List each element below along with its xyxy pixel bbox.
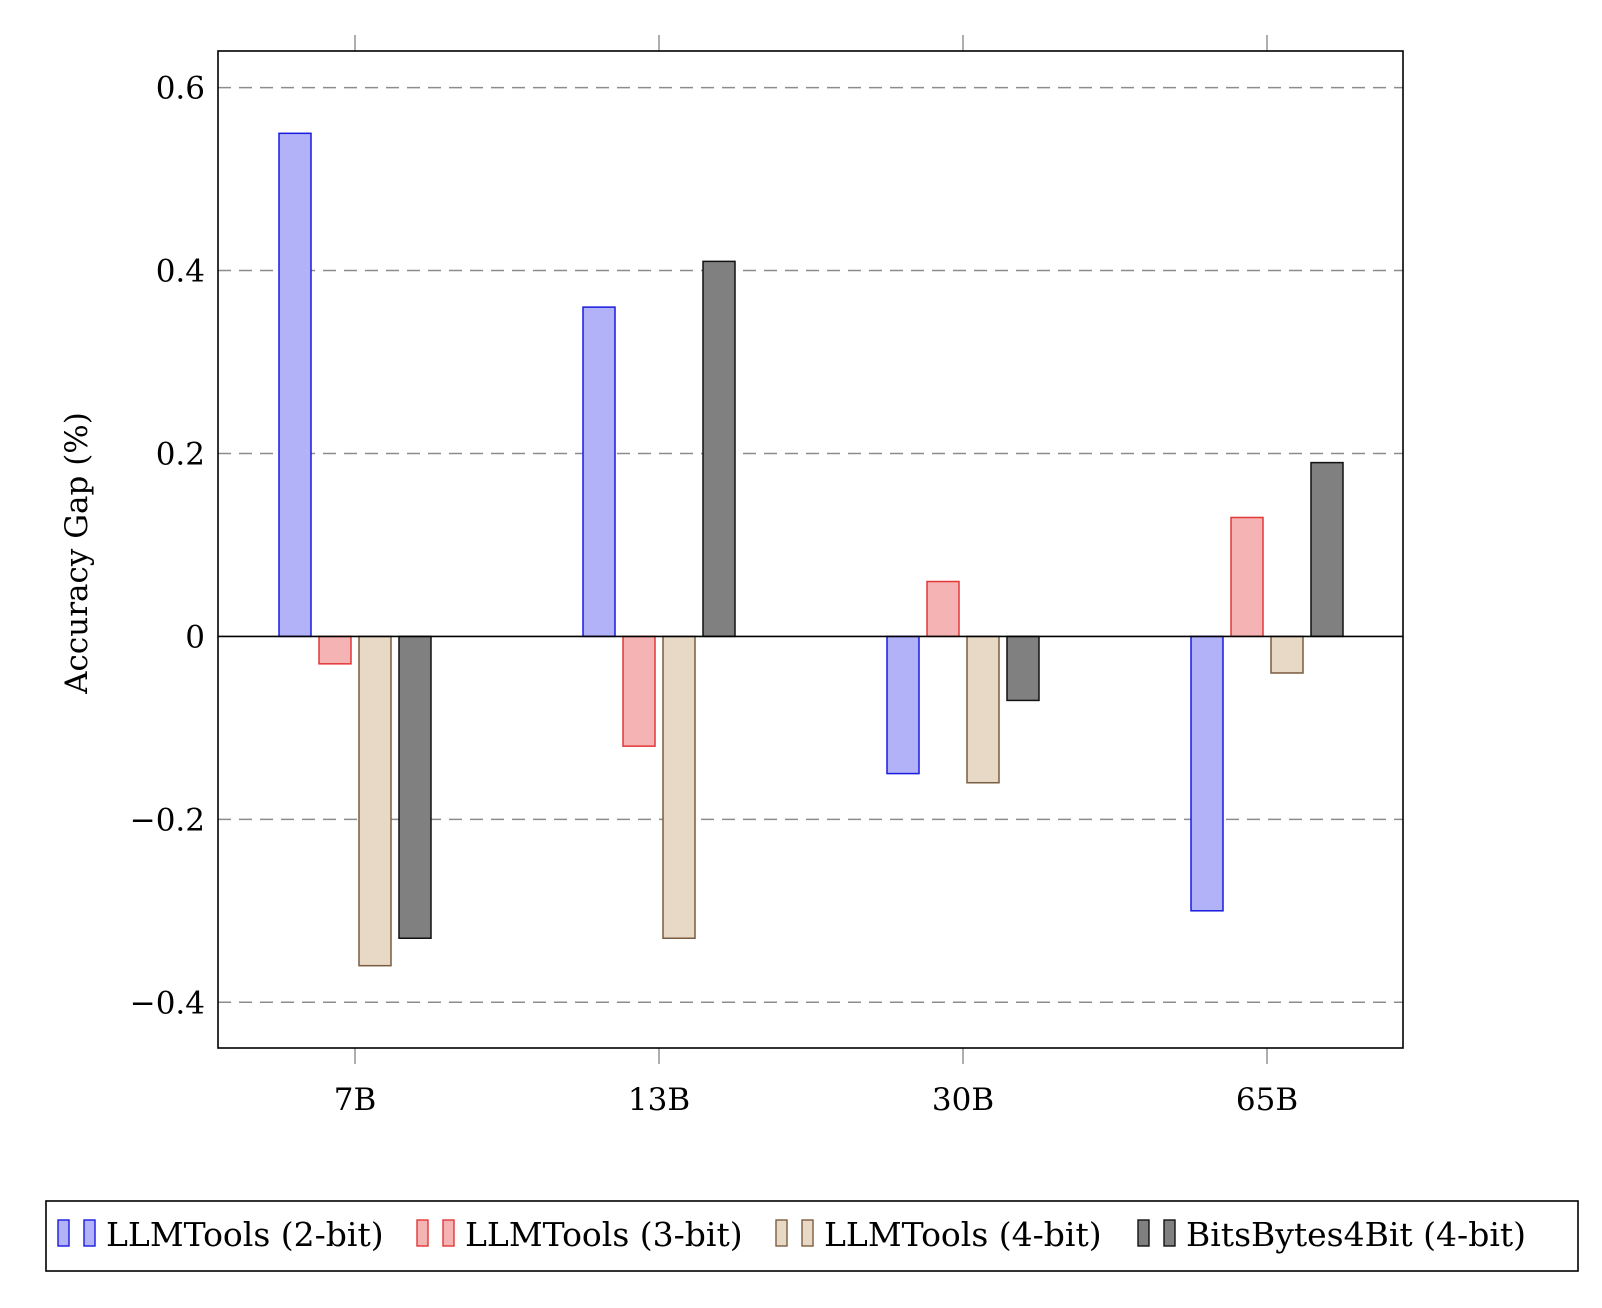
bar-7B-s4 <box>398 635 432 939</box>
bar-7B-s3 <box>358 635 392 967</box>
y-tick-label: −0.4 <box>130 985 205 1021</box>
legend-label: LLMTools (2-bit) <box>106 1215 384 1254</box>
x-tick-label: 30B <box>932 1082 994 1118</box>
legend-swatch <box>442 1219 455 1247</box>
y-tick-label: 0.2 <box>156 436 205 472</box>
legend-label: LLMTools (3-bit) <box>465 1215 743 1254</box>
x-tick-label: 7B <box>334 1082 377 1118</box>
y-tick-label: 0.4 <box>156 254 205 290</box>
bar-7B-s1 <box>278 132 312 638</box>
legend-swatch <box>1137 1219 1150 1247</box>
legend-box <box>45 1200 1579 1272</box>
bar-13B-s1 <box>582 306 616 638</box>
axes <box>217 35 1404 1064</box>
grid-lines <box>218 86 1403 1004</box>
bar-30B-s3 <box>966 635 1000 784</box>
x-tick-label: 65B <box>1236 1082 1298 1118</box>
bar-65B-s3 <box>1270 635 1304 674</box>
bar-30B-s4 <box>1006 635 1040 702</box>
legend-swatch <box>775 1219 788 1247</box>
legend-swatch <box>1163 1219 1176 1247</box>
bar-13B-s3 <box>662 635 696 939</box>
bar-7B-s2 <box>318 635 352 665</box>
bar-65B-s1 <box>1190 635 1224 912</box>
legend-swatch <box>801 1219 814 1247</box>
legend-label: LLMTools (4-bit) <box>824 1215 1102 1254</box>
y-tick-label: 0 <box>185 619 205 655</box>
y-tick-label: −0.2 <box>130 802 205 838</box>
y-axis-title: Accuracy Gap (%) <box>59 412 95 695</box>
bars <box>278 132 1344 967</box>
legend-swatch <box>416 1219 429 1247</box>
plot-frame <box>217 50 1404 1049</box>
bar-30B-s2 <box>926 580 960 638</box>
legend-swatch <box>83 1219 96 1247</box>
legend-label: BitsBytes4Bit (4-bit) <box>1186 1215 1526 1254</box>
legend: LLMTools (2-bit) LLMTools (3-bit) LLMTools… <box>45 1200 1579 1272</box>
bar-65B-s4 <box>1310 461 1344 638</box>
x-tick-label: 13B <box>628 1082 690 1118</box>
tick-labels: −0.4 −0.2 0 0.2 0.4 0.6 7B 13B 30B 65B <box>130 71 1298 1118</box>
bar-30B-s1 <box>886 635 920 775</box>
bar-13B-s2 <box>622 635 656 747</box>
bar-13B-s4 <box>702 260 736 638</box>
bar-65B-s2 <box>1230 516 1264 638</box>
y-tick-label: 0.6 <box>156 71 205 107</box>
legend-swatch <box>57 1219 70 1247</box>
